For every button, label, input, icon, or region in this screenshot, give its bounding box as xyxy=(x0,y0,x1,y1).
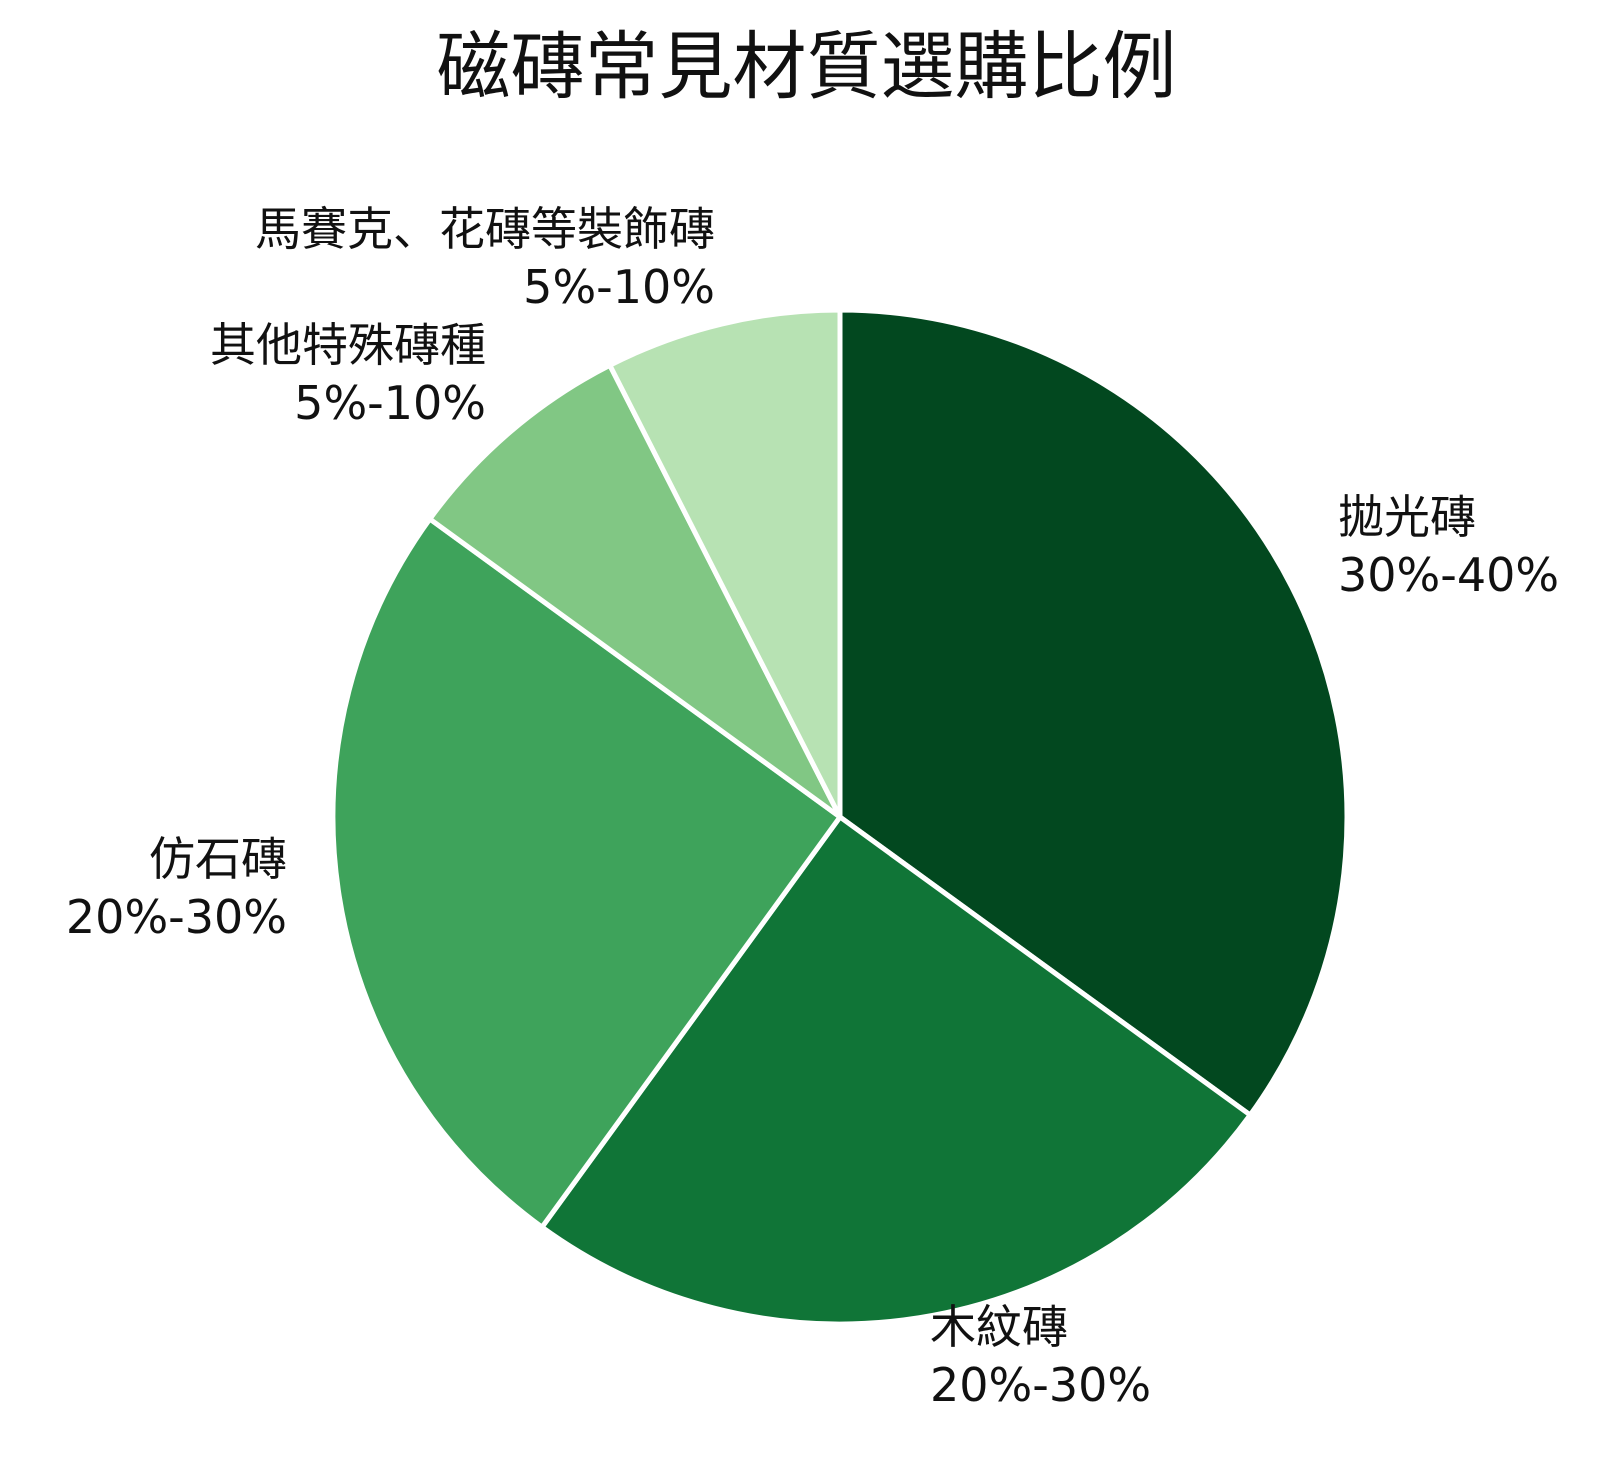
slice-percent-polished-tile: 30%-40% xyxy=(1338,548,1560,602)
pie-slice-other-special-tile xyxy=(427,362,843,820)
slice-name-other-special-tile: 其他特殊磚種 xyxy=(210,318,486,372)
pie-slice-wood-grain-tile xyxy=(539,814,1253,1327)
slice-percent-stone-look-tile: 20%-30% xyxy=(65,890,287,944)
slice-label-polished-tile: 拋光磚 30%-40% xyxy=(1338,488,1559,604)
slice-name-decorative-tile: 馬賽克、花磚等裝飾磚 xyxy=(255,202,715,256)
pie-slice-stone-look-tile xyxy=(330,516,843,1230)
slice-percent-other-special-tile: 5%-10% xyxy=(294,376,486,430)
slice-name-wood-grain-tile: 木紋磚 xyxy=(930,1300,1068,1354)
pie-slice-decorative-tile xyxy=(607,307,843,820)
slice-percent-wood-grain-tile: 20%-30% xyxy=(930,1358,1152,1412)
chart-title: 磁磚常見材質選購比例 xyxy=(436,24,1177,110)
pie-slice-polished-tile xyxy=(837,307,1350,1118)
slice-label-decorative-tile: 馬賽克、花磚等裝飾磚 5%-10% xyxy=(255,200,715,316)
slice-label-other-special-tile: 其他特殊磚種 5%-10% xyxy=(210,316,486,432)
slice-label-stone-look-tile: 仿石磚 20%-30% xyxy=(66,830,287,946)
slice-label-wood-grain-tile: 木紋磚 20%-30% xyxy=(930,1298,1151,1414)
slice-percent-decorative-tile: 5%-10% xyxy=(523,260,715,314)
slice-name-polished-tile: 拋光磚 xyxy=(1338,490,1476,544)
slice-name-stone-look-tile: 仿石磚 xyxy=(149,832,287,886)
